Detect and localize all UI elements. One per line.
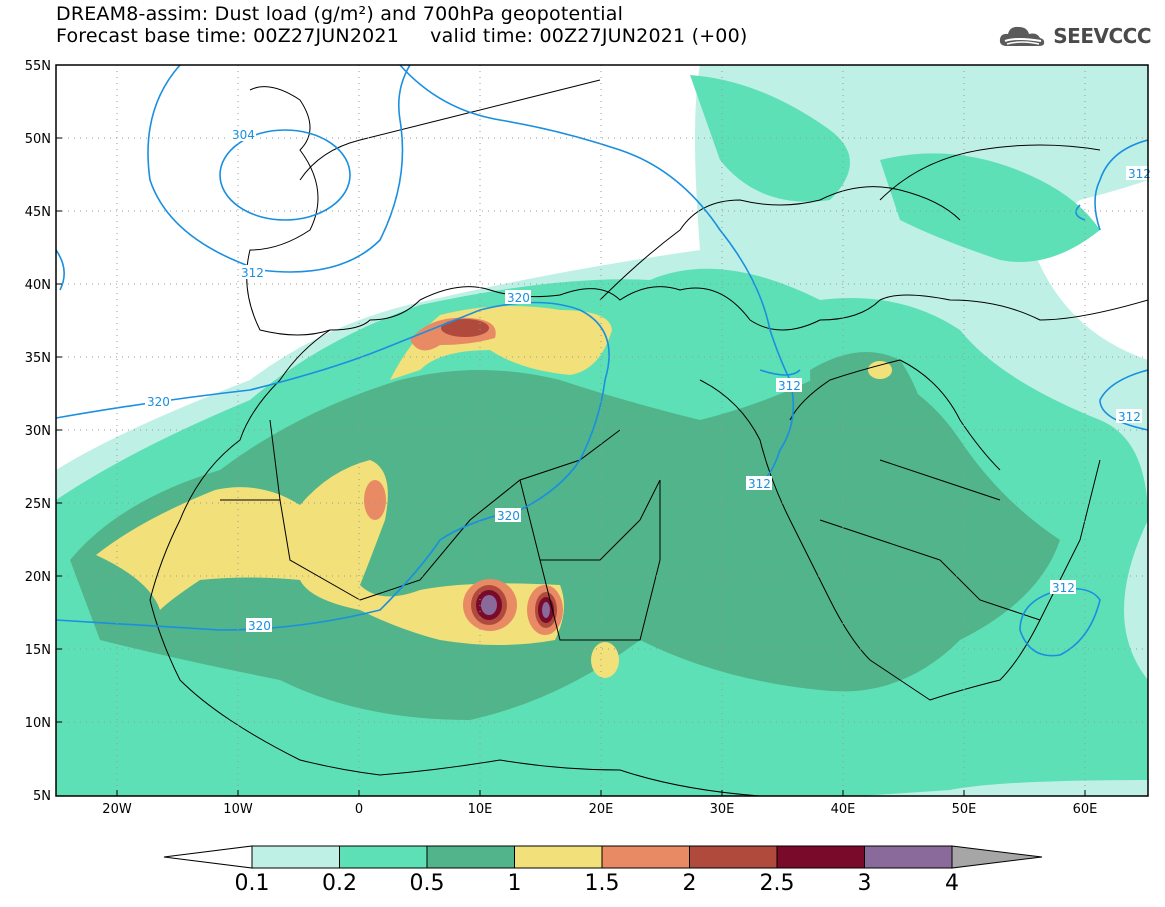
colorbar-over-arrow [951, 845, 1043, 869]
dust-level-3-b [542, 602, 550, 618]
colorbar-segment-5 [689, 845, 778, 869]
dust-level-2-c [441, 319, 489, 337]
colorbar-segment-7 [864, 845, 953, 869]
lat-label-15n: 15N [25, 643, 51, 658]
colorbar-tick-0: 0.1 [235, 871, 270, 896]
lat-label-50n: 50N [25, 132, 51, 147]
contour-label-312-east: 312 [1118, 410, 1141, 424]
dust-level-0-5 [70, 360, 1060, 720]
longitude-labels: 20W 10W 0 10E 20E 30E 40E 50E 60E [102, 802, 1097, 817]
colorbar-segment-1 [339, 845, 428, 869]
lat-label-25n: 25N [25, 497, 51, 512]
colorbar-segments [251, 845, 953, 869]
contour-label-312-ne: 312 [1128, 167, 1151, 181]
dust-level-3-a [481, 595, 497, 615]
colorbar-tick-7: 3 [858, 871, 872, 896]
lon-label-30e: 30E [710, 802, 735, 817]
lon-label-10e: 10E [468, 802, 493, 817]
contour-label-320-sahel: 320 [248, 619, 271, 633]
contour-label-320-sahara: 320 [497, 509, 520, 523]
latitude-labels: 55N 50N 45N 40N 35N 30N 25N 20N 15N 10N … [25, 59, 51, 804]
dust-fields [56, 65, 1148, 796]
dust-level-0-5-east [810, 352, 927, 488]
contour-label-312-levant: 312 [778, 379, 801, 393]
lat-label-5n: 5N [33, 789, 51, 804]
colorbar-tick-labels: 0.1 0.2 0.5 1 1.5 2 2.5 3 4 [235, 871, 960, 896]
contour-label-312-arabian: 312 [1052, 581, 1075, 595]
lat-label-10n: 10N [25, 716, 51, 731]
lat-label-55n: 55N [25, 59, 51, 74]
colorbar-tick-3: 1 [508, 871, 522, 896]
lon-label-60e: 60E [1073, 802, 1098, 817]
axis-ticks [56, 64, 1086, 796]
map-title-line-2: Forecast base time: 00Z27JUN2021 valid t… [56, 25, 748, 47]
colorbar-tick-1: 0.2 [322, 871, 357, 896]
contour-label-320-atlantic: 320 [147, 395, 170, 409]
colorbar-segment-3 [514, 845, 603, 869]
lat-label-30n: 30N [25, 424, 51, 439]
colorbar-segment-6 [776, 845, 865, 869]
lat-label-35n: 35N [25, 351, 51, 366]
lat-label-20n: 20N [25, 570, 51, 585]
cloud-logo-icon [1000, 26, 1045, 46]
dust-level-1-iraq [868, 361, 892, 379]
lon-label-20w: 20W [102, 802, 132, 817]
colorbar-segment-2 [426, 845, 515, 869]
lon-label-50e: 50E [952, 802, 977, 817]
geopotential-contours [56, 65, 1148, 657]
lon-label-0: 0 [355, 802, 363, 817]
contour-labels: 304 312 312 320 320 320 320 312 312 312 … [145, 127, 1152, 633]
lat-label-40n: 40N [25, 278, 51, 293]
lon-label-20e: 20E [589, 802, 614, 817]
colorbar-under-arrow [163, 845, 253, 869]
contour-label-320-med: 320 [507, 291, 530, 305]
colorbar-tick-6: 2.5 [760, 871, 795, 896]
colorbar: 0.1 0.2 0.5 1 1.5 2 2.5 3 4 [163, 845, 1043, 896]
lat-label-45n: 45N [25, 205, 51, 220]
colorbar-tick-5: 2 [683, 871, 697, 896]
colorbar-tick-8: 4 [945, 871, 959, 896]
contour-label-312-redsea: 312 [748, 477, 771, 491]
coastlines [149, 79, 1148, 796]
map-title-line-1: DREAM8-assim: Dust load (g/m²) and 700hP… [56, 3, 624, 25]
gridlines [56, 65, 1148, 796]
brand-name: SEEVCCC [1053, 24, 1151, 48]
colorbar-tick-2: 0.5 [410, 871, 445, 896]
dust-level-0-2-north [880, 153, 1100, 262]
colorbar-segment-0 [251, 845, 340, 869]
colorbar-tick-4: 1.5 [585, 871, 620, 896]
lon-label-10w: 10W [223, 802, 253, 817]
dust-level-1-south [591, 642, 619, 678]
contour-label-312-west: 312 [241, 266, 264, 280]
brand-logo: SEEVCCC [997, 22, 1151, 50]
colorbar-segment-4 [601, 845, 690, 869]
dust-level-1-5-a [364, 480, 386, 520]
dust-level-1 [96, 460, 564, 645]
lon-label-40e: 40E [831, 802, 856, 817]
contour-label-304: 304 [232, 128, 255, 142]
